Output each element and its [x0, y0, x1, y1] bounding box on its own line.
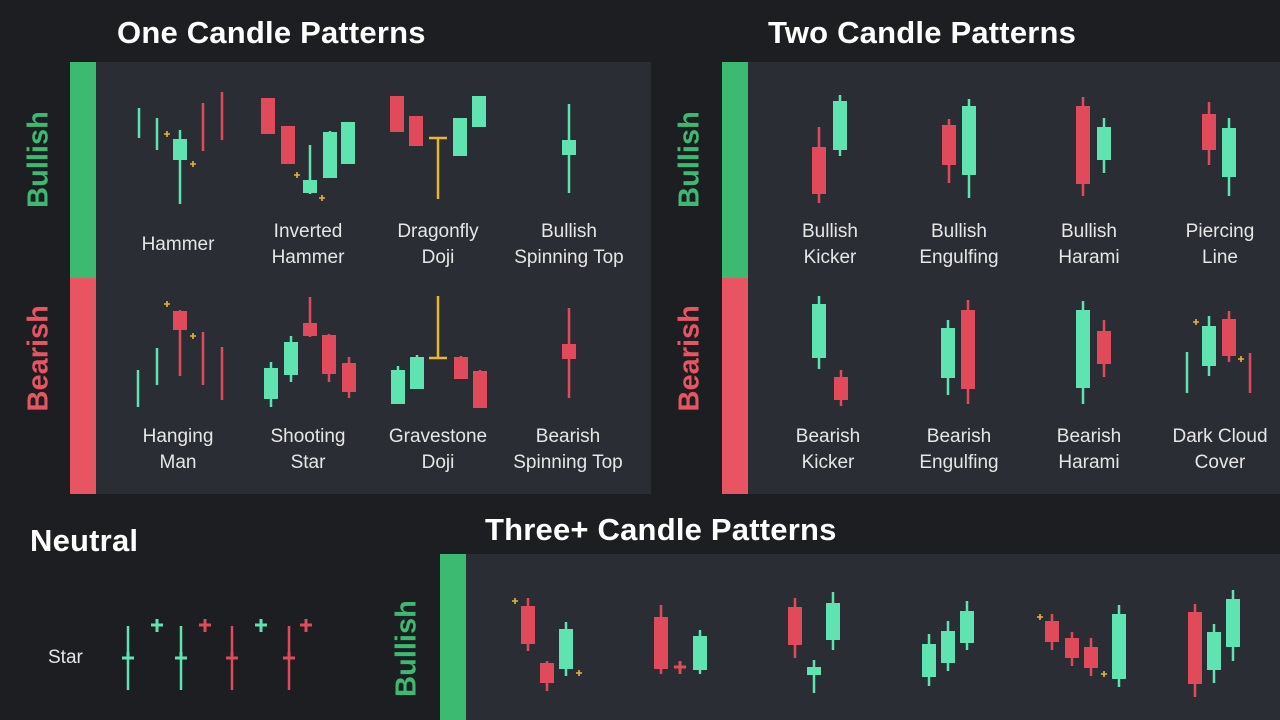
pattern-label-hanging-man: Hanging Man	[142, 426, 214, 473]
bullish-candle-41	[833, 101, 847, 150]
pattern-label-bullish-harami: Bullish Harami	[1058, 221, 1120, 268]
bullish-candle-83	[559, 629, 573, 669]
bearish-candle-15	[409, 116, 423, 146]
bullish-candle-13	[341, 122, 355, 164]
marker-84	[576, 670, 582, 676]
pattern-label-bearish-kicker: Bearish Kicker	[795, 426, 861, 473]
pattern-label-bearish-spinning-top: Bearish Spinning Top	[513, 426, 623, 473]
marker-99	[1101, 671, 1107, 677]
bullish-candle-48	[812, 304, 826, 358]
pattern-label-bearish-engulfing: Bearish Engulfing	[919, 426, 999, 473]
bearish-candle-96	[1045, 621, 1059, 642]
bearish-candle-81	[521, 606, 535, 644]
bullish-candle-50	[941, 328, 955, 378]
bearish-candle-51	[961, 310, 975, 389]
bearish-candle-98	[1084, 647, 1098, 668]
two-candle-panel	[722, 62, 1280, 494]
marker-4	[190, 161, 196, 167]
bullish-candle-93	[941, 631, 955, 663]
one-candle-bearish-bar	[70, 278, 96, 494]
bullish-candle-56	[1202, 326, 1216, 366]
two-candle-bullish-bar	[722, 62, 748, 278]
bullish-candle-20	[562, 140, 576, 155]
pattern-label-gravestone-doji: Gravestone Doji	[388, 426, 488, 473]
pattern-label-shooting-star: Shooting Star	[270, 426, 346, 473]
bearish-candle-57	[1222, 319, 1236, 356]
marker-3	[164, 131, 170, 137]
bullish-candle-12	[323, 132, 337, 178]
bearish-candle-39	[562, 344, 576, 359]
bullish-candle-91	[826, 603, 840, 640]
bullish-candle-94	[960, 611, 974, 643]
bearish-candle-40	[812, 147, 826, 194]
bullish-candle-18	[453, 118, 467, 156]
pattern-label-inverted-hammer: Inverted Hammer	[271, 221, 345, 268]
bullish-candle-90	[807, 667, 821, 675]
bearish-candle-42	[942, 125, 956, 165]
bearish-candle-32	[342, 363, 356, 392]
bullish-candle-102	[1207, 632, 1221, 670]
bullish-candle-29	[284, 342, 298, 375]
neutral-star-label: Star	[48, 647, 83, 668]
bearish-candle-89	[788, 607, 802, 645]
marker-80	[512, 598, 518, 604]
three-candle-panel	[440, 554, 1280, 720]
bearish-candle-37	[454, 357, 468, 379]
bearish-candle-8	[281, 126, 295, 164]
bullish-candle-92	[922, 644, 936, 677]
marker-58	[1238, 356, 1244, 362]
pattern-label-bullish-spinning-top: Bullish Spinning Top	[514, 221, 624, 268]
bearish-candle-23	[173, 311, 187, 330]
bullish-candle-45	[1097, 127, 1111, 160]
bearish-candle-53	[1097, 331, 1111, 364]
marker-25	[190, 333, 196, 339]
pattern-label-bullish-engulfing: Bullish Engulfing	[919, 221, 999, 268]
pattern-label-hammer: Hammer	[141, 234, 215, 255]
bearish-candle-97	[1065, 638, 1079, 658]
neutral-title: Neutral	[30, 523, 139, 558]
marker-10	[294, 172, 300, 178]
bullish-candle-43	[962, 106, 976, 175]
pattern-label-dragonfly-doji: Dragonfly Doji	[397, 221, 479, 268]
bearish-candle-38	[473, 371, 487, 408]
marker-24	[164, 301, 170, 307]
bearish-candle-44	[1076, 106, 1090, 184]
bullish-candle-103	[1226, 599, 1240, 647]
bearish-candle-82	[540, 663, 554, 683]
three-candle-bullish-bar	[440, 554, 466, 720]
bullish-candle-28	[264, 368, 278, 399]
bullish-candle-19	[472, 96, 486, 127]
bearish-candle-14	[390, 96, 404, 132]
bullish-candle-34	[410, 357, 424, 389]
bearish-candle-85	[654, 617, 668, 669]
bearish-candle-31	[322, 335, 336, 374]
pattern-label-dark-cloud-cover: Dark Cloud Cover	[1172, 426, 1268, 473]
bullish-candle-52	[1076, 310, 1090, 388]
bullish-candle-100	[1112, 614, 1126, 679]
bullish-candle-33	[391, 370, 405, 404]
three-candle-title: Three+ Candle Patterns	[485, 512, 837, 547]
pattern-label-piercing-line: Piercing Line	[1185, 221, 1255, 268]
bearish-candle-101	[1188, 612, 1202, 684]
one-candle-bullish-bar	[70, 62, 96, 278]
marker-55	[1193, 319, 1199, 325]
bullish-candle-2	[173, 139, 187, 160]
two-candle-bearish-bar	[722, 278, 748, 494]
pattern-label-bearish-harami: Bearish Harami	[1056, 426, 1122, 473]
bullish-candle-9	[303, 180, 317, 193]
bearish-candle-30	[303, 323, 317, 336]
bullish-candle-88	[693, 636, 707, 670]
bearish-candle-46	[1202, 114, 1216, 150]
bearish-candle-49	[834, 377, 848, 400]
marker-11	[319, 195, 325, 201]
one-candle-title: One Candle Patterns	[117, 15, 426, 50]
pattern-label-bullish-kicker: Bullish Kicker	[802, 221, 858, 268]
bearish-candle-7	[261, 98, 275, 134]
marker-95	[1037, 614, 1043, 620]
bullish-candle-47	[1222, 128, 1236, 177]
two-candle-title: Two Candle Patterns	[768, 15, 1077, 50]
